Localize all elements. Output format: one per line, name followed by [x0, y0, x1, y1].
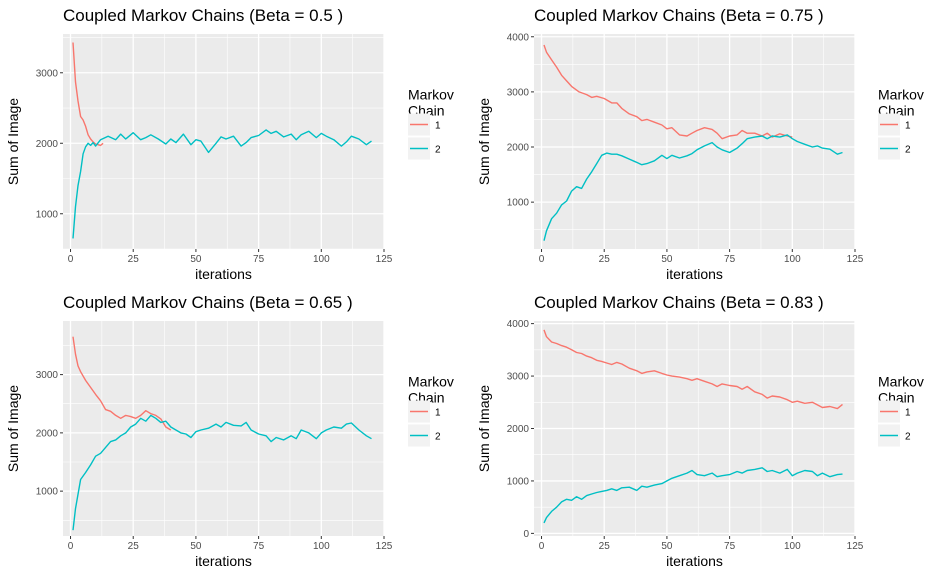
x-tick-label: 125 — [376, 254, 393, 265]
x-axis-label: iterations — [666, 553, 723, 569]
x-tick-label: 25 — [599, 254, 611, 265]
y-tick-label: 2000 — [36, 139, 59, 150]
x-tick-label: 125 — [847, 541, 864, 552]
x-tick-label: 25 — [128, 254, 140, 265]
series-line-2 — [72, 414, 372, 531]
x-tick-label: 75 — [253, 541, 265, 552]
x-tick-label: 50 — [661, 541, 673, 552]
legend-entry-label: 2 — [905, 145, 911, 156]
y-axis-label: Sum of Image — [476, 98, 492, 185]
chart-title: Coupled Markov Chains (Beta = 0.75 ) — [534, 6, 824, 25]
legend-entry-label: 1 — [905, 121, 911, 132]
legend-entry-label: 2 — [435, 432, 441, 443]
x-tick-label: 75 — [253, 254, 265, 265]
x-tick-label: 50 — [190, 254, 202, 265]
legend-entry-label: 2 — [905, 432, 911, 443]
series-line-2 — [72, 129, 372, 239]
y-tick-label: 3000 — [507, 372, 530, 383]
chart-panel-3: 0 25 50 75 100 125 1000 2000 3000 Coupled Markov … — [5, 293, 454, 569]
x-tick-label: 0 — [68, 254, 74, 265]
series-line-1 — [543, 329, 843, 410]
series-line-1 — [72, 336, 172, 431]
y-tick-label: 2000 — [36, 428, 59, 439]
x-tick-label: 75 — [724, 541, 736, 552]
x-tick-label: 75 — [724, 254, 736, 265]
chart-title: Coupled Markov Chains (Beta = 0.83 ) — [534, 293, 824, 312]
legend-entry-label: 1 — [435, 121, 441, 132]
legend-entry-label: 1 — [435, 408, 441, 419]
chart-panel-4: 0 25 50 75 100 125 0 1000 2000 3000 4000 Coupled Ma… — [476, 293, 924, 569]
chart-panel-1: 0 25 50 75 100 125 1000 2000 3000 Coupled Markov … — [5, 6, 454, 282]
y-tick-label: 4000 — [507, 32, 530, 43]
x-tick-label: 125 — [847, 254, 864, 265]
chart-title: Coupled Markov Chains (Beta = 0.5 ) — [63, 6, 343, 25]
series-line-2 — [543, 134, 843, 241]
plot-panel-background — [534, 34, 855, 249]
x-tick-label: 100 — [784, 541, 801, 552]
x-tick-label: 100 — [313, 254, 330, 265]
x-tick-label: 25 — [128, 541, 140, 552]
y-tick-label: 1000 — [36, 487, 59, 498]
chart-title: Coupled Markov Chains (Beta = 0.65 ) — [63, 293, 353, 312]
x-tick-label: 125 — [376, 541, 393, 552]
legend-title: Markov — [878, 374, 924, 390]
y-tick-label: 2000 — [507, 424, 530, 435]
y-tick-label: 4000 — [507, 319, 530, 330]
x-tick-label: 50 — [661, 254, 673, 265]
y-axis-label: Sum of Image — [5, 98, 21, 185]
legend-entry-label: 2 — [435, 145, 441, 156]
y-tick-label: 1000 — [507, 198, 530, 209]
y-tick-label: 1000 — [507, 476, 530, 487]
x-axis-label: iterations — [666, 266, 723, 282]
y-tick-label: 3000 — [36, 370, 59, 381]
series-line-1 — [543, 44, 793, 140]
series-line-1 — [72, 42, 104, 147]
x-tick-label: 100 — [313, 541, 330, 552]
x-axis-label: iterations — [195, 553, 252, 569]
y-tick-label: 3000 — [36, 68, 59, 79]
x-tick-label: 0 — [539, 254, 545, 265]
y-axis-label: Sum of Image — [476, 385, 492, 472]
chart-panel-2: 0 25 50 75 100 125 1000 2000 3000 4000 Coupled Mar… — [476, 6, 924, 282]
x-tick-label: 0 — [539, 541, 545, 552]
y-tick-label: 1000 — [36, 209, 59, 220]
y-axis-label: Sum of Image — [5, 385, 21, 472]
series-line-2 — [543, 467, 843, 524]
y-tick-label: 3000 — [507, 87, 530, 98]
x-tick-label: 100 — [784, 254, 801, 265]
plot-panel-background — [63, 321, 384, 536]
legend-title: Markov — [408, 87, 454, 103]
x-tick-label: 50 — [190, 541, 202, 552]
y-tick-label: 2000 — [507, 143, 530, 154]
x-tick-label: 25 — [599, 541, 611, 552]
x-tick-label: 0 — [68, 541, 74, 552]
legend-entry-label: 1 — [905, 408, 911, 419]
y-tick-label: 0 — [523, 529, 529, 540]
legend-title: Markov — [408, 374, 454, 390]
x-axis-label: iterations — [195, 266, 252, 282]
legend-title: Markov — [878, 87, 924, 103]
